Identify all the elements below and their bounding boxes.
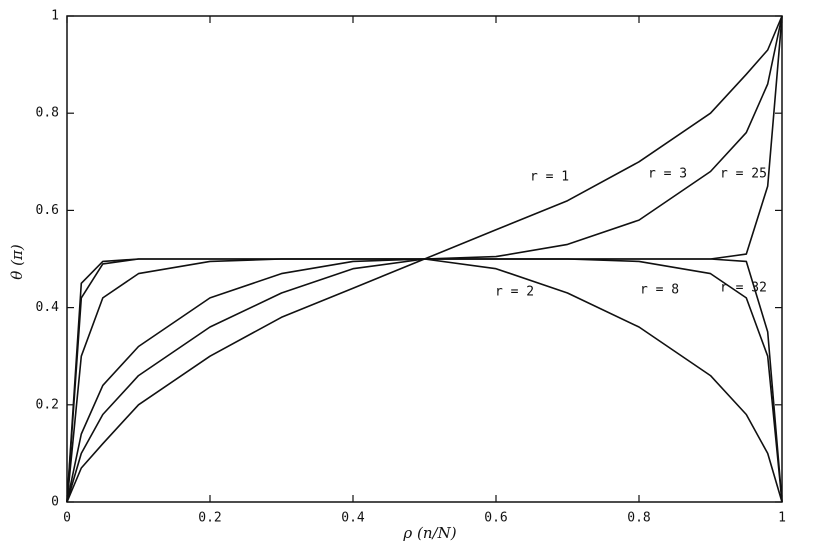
- series-label: r = 1: [530, 170, 569, 185]
- series-label: r = 3: [648, 167, 687, 182]
- x-tick-label: 0: [63, 511, 71, 526]
- series-label: r = 8: [640, 283, 679, 298]
- y-tick-label: 1: [51, 9, 59, 24]
- y-tick-label: 0.2: [36, 397, 59, 412]
- series-label: r = 32: [720, 281, 767, 296]
- x-tick-label: 1: [778, 511, 786, 526]
- y-tick-label: 0: [51, 495, 59, 510]
- y-tick-label: 0.8: [36, 106, 59, 121]
- series-line: [66, 258, 783, 503]
- series-label: r = 2: [495, 285, 534, 300]
- series-label: r = 25: [720, 167, 767, 182]
- x-tick-label: 0.6: [484, 511, 507, 526]
- x-axis-title: ρ (n/N): [402, 524, 456, 542]
- x-tick-label: 0.4: [341, 511, 365, 526]
- y-tick-label: 0.4: [36, 300, 60, 315]
- x-tick-label: 0.2: [198, 511, 221, 526]
- y-axis-title: θ (π): [8, 244, 26, 280]
- y-tick-label: 0.6: [36, 203, 59, 218]
- x-tick-label: 0.8: [627, 511, 650, 526]
- plot-frame: [66, 15, 783, 503]
